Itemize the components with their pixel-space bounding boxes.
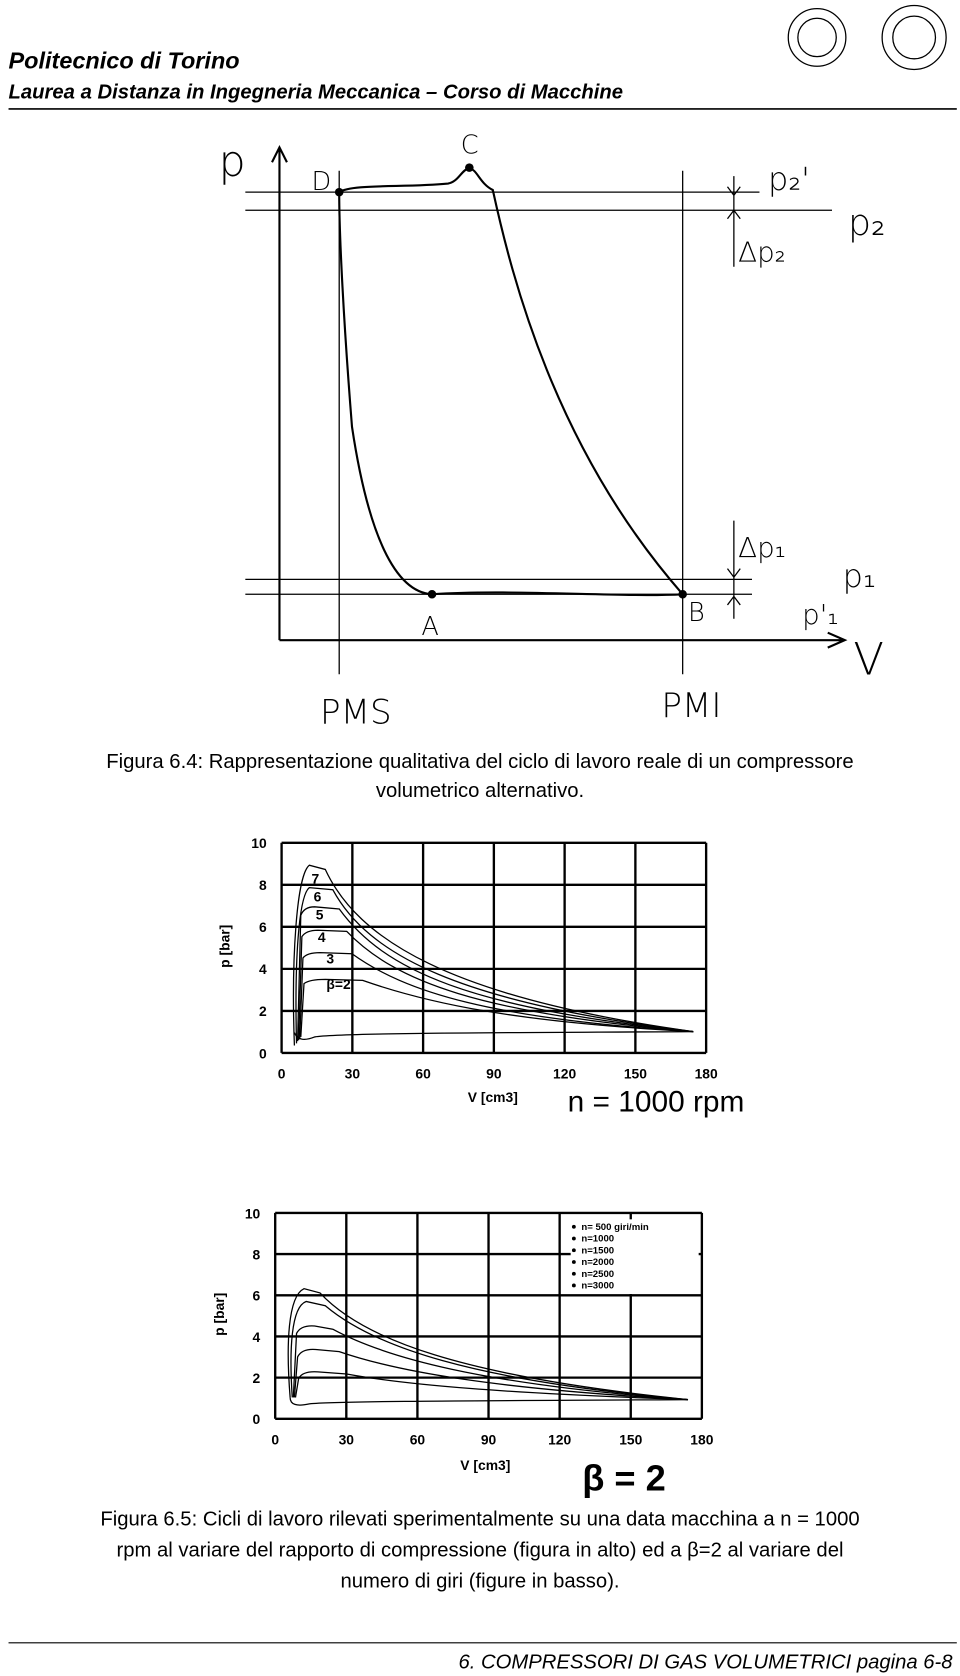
legend-marker — [571, 1271, 576, 1276]
x-tick-label: 120 — [553, 1066, 576, 1082]
legend-entry: n=3000 — [581, 1281, 614, 1292]
chart-bottom: p [bar] V [cm3] β = 2 0 2 4 6 8 10 0 30 60 90 120 1… — [211, 1205, 714, 1498]
label-p2-prime: p₂' — [768, 160, 810, 198]
legend-entry: n=2500 — [581, 1269, 614, 1280]
label-v: V — [853, 632, 884, 685]
y-tick-label: 0 — [253, 1411, 261, 1427]
caption-line: Figura 6.5: Cicli di lavoro rilevati spe… — [100, 1508, 859, 1530]
x-tick-label: 150 — [624, 1066, 647, 1082]
curve-label: 7 — [311, 870, 319, 886]
y-tick-label: 0 — [259, 1045, 267, 1061]
legend-entry: n=2000 — [581, 1257, 614, 1268]
header-title: Politecnico di Torino — [9, 47, 240, 73]
point-b — [678, 590, 687, 599]
caption-line: Figura 6.4: Rappresentazione qualitativa… — [106, 751, 853, 773]
y-tick-label: 4 — [259, 961, 267, 977]
label-c: C — [461, 131, 479, 161]
y-tick-label: 6 — [259, 919, 267, 935]
curves — [292, 864, 694, 1046]
footer: 6. COMPRESSORI DI GAS VOLUMETRICI pagina… — [459, 1651, 954, 1673]
y-tick-label: 2 — [259, 1003, 267, 1019]
chart-top: 7 6 5 4 3 β=2 p [bar] V [cm3] n = 1000 r… — [216, 835, 744, 1118]
curve-label: 4 — [318, 929, 326, 945]
x-tick-label: 30 — [345, 1066, 361, 1082]
y-tick-label: 10 — [245, 1205, 261, 1221]
x-tick-label: 150 — [619, 1431, 642, 1447]
label-a: A — [421, 612, 439, 642]
label-p1-prime: p'₁ — [802, 598, 838, 631]
label-d: D — [311, 167, 331, 197]
y-tick-label: 10 — [251, 835, 267, 851]
y-tick-label: 2 — [253, 1370, 261, 1386]
legend-marker — [571, 1224, 576, 1229]
caption-line: volumetrico alternativo. — [376, 780, 584, 802]
curve-label: 3 — [326, 950, 334, 966]
label-b: B — [688, 598, 705, 628]
label-dp1: Δp₁ — [738, 531, 786, 564]
legend-box — [570, 1219, 699, 1294]
label-p: p — [219, 137, 246, 187]
legend-entry: n=1000 — [581, 1234, 614, 1245]
y-tick-label: 6 — [253, 1288, 261, 1304]
caption-line: numero di giri (figure in basso). — [340, 1570, 619, 1592]
label-p2: p₂ — [848, 201, 886, 244]
y-tick-label: 4 — [253, 1329, 261, 1345]
legend-marker — [571, 1260, 576, 1264]
x-tick-label: 180 — [690, 1431, 713, 1447]
annotation: β = 2 — [582, 1457, 666, 1498]
pv-diagram: p D C p₂' p₂ Δp₂ Δp₁ p₁ p'₁ A B V PMS PM… — [219, 131, 886, 733]
x-tick-label: 0 — [271, 1431, 279, 1447]
legend-marker — [571, 1283, 576, 1288]
legend-marker — [571, 1248, 576, 1253]
legend-entry: n=1500 — [581, 1245, 614, 1256]
curves — [287, 1287, 689, 1406]
x-axis-label: V [cm3] — [460, 1457, 510, 1473]
x-axis-label: V [cm3] — [468, 1089, 518, 1105]
point-c — [465, 163, 474, 172]
logos — [787, 4, 947, 71]
x-tick-label: 0 — [278, 1066, 286, 1082]
x-tick-label: 180 — [695, 1066, 718, 1082]
x-tick-label: 90 — [481, 1431, 497, 1447]
curve-label: 6 — [314, 888, 322, 904]
annotation: n = 1000 rpm — [568, 1086, 745, 1119]
curve-label: β=2 — [326, 976, 351, 992]
label-pmi: PMI — [661, 686, 721, 726]
header-subtitle: Laurea a Distanza in Ingegneria Meccanic… — [9, 81, 623, 103]
x-tick-label: 120 — [548, 1431, 571, 1447]
y-tick-label: 8 — [253, 1246, 261, 1262]
label-pms: PMS — [320, 692, 392, 732]
x-tick-label: 60 — [410, 1431, 426, 1447]
label-p1: p₁ — [843, 557, 876, 595]
y-axis-label: p [bar] — [216, 925, 232, 968]
x-tick-label: 30 — [339, 1431, 355, 1447]
y-axis-label: p [bar] — [211, 1293, 227, 1336]
legend-entry: n= 500 giri/min — [581, 1222, 649, 1233]
label-dp2: Δp₂ — [738, 235, 786, 268]
curve-label: 5 — [316, 907, 324, 923]
x-tick-label: 90 — [486, 1066, 502, 1082]
y-tick-label: 8 — [259, 877, 267, 893]
point-a — [427, 590, 437, 599]
legend-marker — [571, 1236, 576, 1241]
point-d — [334, 187, 344, 197]
x-tick-label: 60 — [415, 1066, 431, 1082]
caption-line: rpm al variare del rapporto di compressi… — [117, 1539, 844, 1561]
